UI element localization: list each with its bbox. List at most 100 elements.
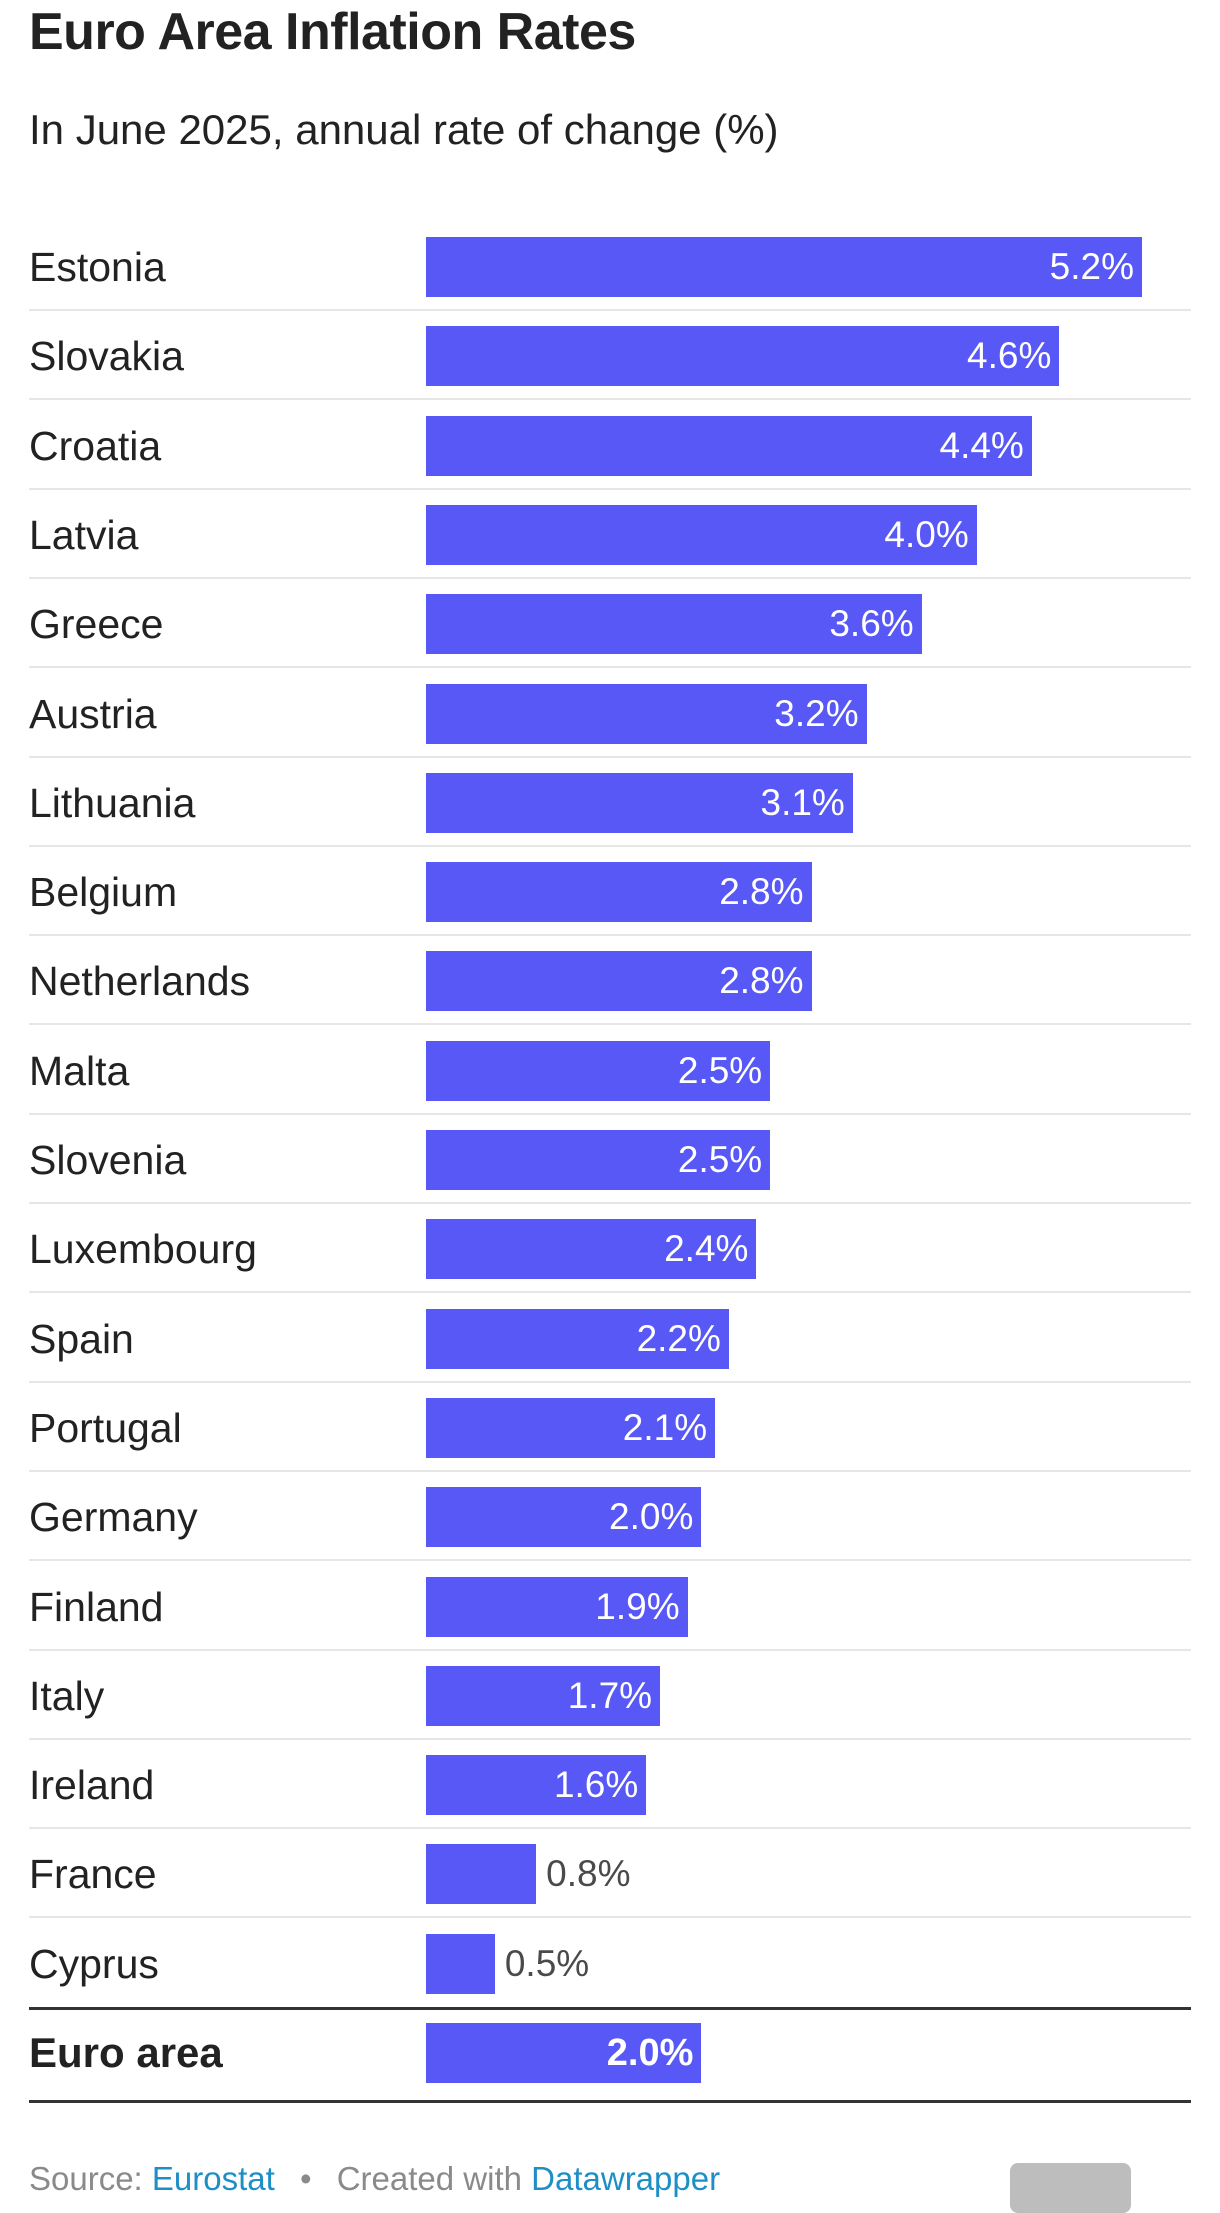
- source-prefix: Source:: [29, 2160, 143, 2197]
- bar-row: Italy 1.7%: [29, 1666, 1191, 1755]
- row-divider: [29, 666, 1191, 668]
- bar: [426, 1666, 661, 1726]
- category-label: Slovakia: [29, 333, 184, 379]
- row-divider: [29, 1291, 1191, 1293]
- bar-row: Slovakia 4.6%: [29, 326, 1191, 415]
- bar-row: Greece 3.6%: [29, 594, 1191, 683]
- page-subtitle: In June 2025, annual rate of change (%): [29, 106, 779, 153]
- row-divider: [29, 756, 1191, 758]
- bar-value-label: 4.4%: [939, 425, 1024, 466]
- chart-footer: Source: Eurostat • Created with Datawrap…: [29, 2154, 720, 2204]
- row-divider: [29, 1916, 1191, 1918]
- category-label: Ireland: [29, 1762, 155, 1808]
- bar: [426, 862, 812, 922]
- category-label: Lithuania: [29, 780, 196, 826]
- bar: [426, 684, 867, 744]
- row-divider: [29, 1381, 1191, 1383]
- row-divider: [29, 488, 1191, 490]
- bar-value-label: 4.0%: [884, 514, 969, 555]
- bar-row: Latvia 4.0%: [29, 505, 1191, 594]
- bar: [426, 951, 812, 1011]
- total-value-label: 2.0%: [606, 2032, 694, 2074]
- bar-value-label: 2.8%: [719, 960, 804, 1001]
- total-row: Euro area 2.0%: [29, 2023, 1191, 2112]
- bar-row: Austria 3.2%: [29, 684, 1191, 773]
- bar: [426, 326, 1060, 386]
- bar: [426, 1577, 688, 1637]
- bar-row: Slovenia 2.5%: [29, 1130, 1191, 1219]
- bar: [426, 1755, 647, 1815]
- bar-value-label: 2.5%: [677, 1139, 763, 1180]
- bar-row: Belgium 2.8%: [29, 862, 1191, 951]
- bar: [426, 1934, 495, 1994]
- row-divider: [29, 1649, 1191, 1651]
- bar-value-label: 3.2%: [774, 693, 859, 734]
- bar-row: Malta 2.5%: [29, 1041, 1191, 1130]
- category-label: Malta: [29, 1048, 130, 1094]
- created-with-prefix: Created with: [336, 2160, 522, 2197]
- row-divider: [29, 845, 1191, 847]
- bar: [426, 237, 1142, 297]
- scroll-to-top-button[interactable]: [1010, 2163, 1131, 2213]
- total-separator-top: [29, 2007, 1191, 2010]
- bar-row: Finland 1.9%: [29, 1577, 1191, 1666]
- row-divider: [29, 1470, 1191, 1472]
- bar: [426, 1219, 757, 1279]
- bar: [426, 1844, 537, 1904]
- bar-value-label: 2.1%: [622, 1407, 708, 1448]
- bar: [426, 1309, 729, 1369]
- bar-value-label: 2.5%: [677, 1050, 763, 1091]
- row-divider: [29, 309, 1191, 311]
- bar-value-label: 3.1%: [760, 782, 845, 823]
- bar: [426, 416, 1032, 476]
- datawrapper-link[interactable]: Datawrapper: [531, 2160, 721, 2197]
- bar-value-label: 0.5%: [504, 1943, 590, 1984]
- row-divider: [29, 1738, 1191, 1740]
- bar: [426, 1487, 702, 1547]
- bar-row: France 0.8%: [29, 1844, 1191, 1933]
- row-divider: [29, 577, 1191, 579]
- bar-row: Croatia 4.4%: [29, 416, 1191, 505]
- total-label: Euro area: [29, 2029, 223, 2076]
- bar-row: Lithuania 3.1%: [29, 773, 1191, 862]
- bar-row: Ireland 1.6%: [29, 1755, 1191, 1844]
- row-divider: [29, 1827, 1191, 1829]
- category-label: France: [29, 1851, 157, 1897]
- bar-value-label: 1.6%: [553, 1764, 639, 1805]
- row-divider: [29, 1023, 1191, 1025]
- category-label: Slovenia: [29, 1137, 187, 1183]
- bar-value-label: 3.6%: [829, 603, 914, 644]
- bar: [426, 773, 853, 833]
- category-label: Austria: [29, 691, 157, 737]
- total-separator-bottom: [29, 2100, 1191, 2103]
- bar-value-label: 2.4%: [664, 1228, 749, 1269]
- bar: [426, 1130, 771, 1190]
- bar-value-label: 0.8%: [546, 1853, 631, 1894]
- bar-value-label: 1.7%: [567, 1675, 653, 1716]
- row-divider: [29, 934, 1191, 936]
- bar-value-label: 2.0%: [609, 1496, 694, 1537]
- footer-separator: •: [299, 2160, 312, 2197]
- category-label: Estonia: [29, 244, 166, 290]
- category-label: Luxembourg: [29, 1226, 257, 1272]
- bar-value-label: 1.9%: [595, 1586, 680, 1627]
- bar-row: Estonia 5.2%: [29, 237, 1191, 326]
- bar-value-label: 5.2%: [1049, 246, 1134, 287]
- row-divider: [29, 398, 1191, 400]
- row-divider: [29, 1113, 1191, 1115]
- category-label: Germany: [29, 1494, 198, 1540]
- bar-value-label: 2.8%: [719, 871, 804, 912]
- bar: [426, 594, 922, 654]
- bar-row: Luxembourg 2.4%: [29, 1219, 1191, 1308]
- category-label: Latvia: [29, 512, 139, 558]
- category-label: Netherlands: [29, 958, 251, 1004]
- total-bar: [426, 2023, 702, 2083]
- source-link-eurostat[interactable]: Eurostat: [151, 2160, 275, 2197]
- bar: [426, 1041, 771, 1101]
- bar-row: Portugal 2.1%: [29, 1398, 1191, 1487]
- category-label: Italy: [29, 1673, 105, 1719]
- row-divider: [29, 1559, 1191, 1561]
- bar-row: Spain 2.2%: [29, 1309, 1191, 1398]
- bar-value-label: 4.6%: [967, 335, 1052, 376]
